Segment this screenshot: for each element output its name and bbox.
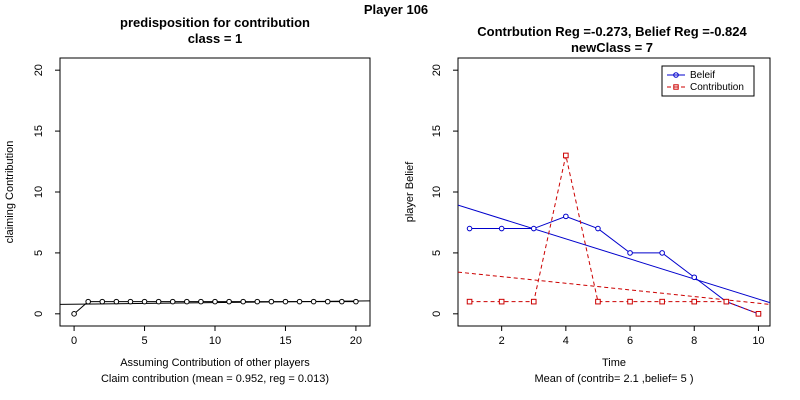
left-data-point [324,298,331,305]
legend-beleif-label: Beleif [690,70,715,81]
left-plot-clip-group [60,298,370,317]
left-data-point [226,298,232,305]
left-x-tick-label: 15 [279,335,291,347]
right-contribution-point [659,298,665,305]
right-contribution-point [530,298,537,305]
right-x-axis-label: Time [602,357,626,369]
right-contribution-point [466,298,473,305]
left-y-tick-label: 10 [33,186,45,198]
left-subcaption: Claim contribution (mean = 0.952, reg = … [101,373,329,385]
right-beleif-point [563,213,569,220]
left-y-tick-label: 5 [33,250,45,256]
legend-contribution-label: Contribution [690,82,744,93]
left-x-axis-label: Assuming Contribution of other players [120,357,310,369]
left-chart-marks: 0 5 10 15 20 0 5 10 15 20 [33,64,370,347]
right-contribution-point [627,298,633,305]
left-chart-title-line1: predisposition for contribution [120,15,310,30]
right-plot-clip-group [458,152,770,317]
right-y-tick-label: 15 [431,125,443,137]
right-beleif-point [627,250,633,256]
left-data-point [155,298,162,305]
right-beleif-point [691,274,698,281]
right-beleif-point [498,225,505,232]
left-data-point [85,298,91,305]
right-y-tick-label: 5 [431,250,443,256]
left-data-point [339,298,345,305]
legend-beleif-marker [673,72,679,78]
left-data-point [212,298,218,305]
right-beleif-series-line [469,215,759,315]
right-beleif-point [595,225,601,232]
left-plot-area [59,57,371,327]
left-data-point [71,311,77,317]
right-chart-title-line1: Contrbution Reg =-0.273, Belief Reg =-0.… [477,24,747,39]
right-chart: Contrbution Reg =-0.273, Belief Reg =-0.… [404,24,771,385]
right-beleif-regression-line [458,204,770,304]
left-data-point [184,298,190,305]
right-contribution-point [691,298,698,305]
left-y-tick-label: 20 [33,64,45,76]
left-data-point [198,298,204,305]
legend: Beleif Contribution [661,65,755,97]
left-data-point [141,298,148,305]
right-contribution-series-line [469,155,759,315]
left-data-point [127,298,134,305]
right-y-tick-label: 10 [431,186,443,198]
left-y-tick-label: 0 [33,311,45,317]
left-data-point [254,298,261,305]
right-x-tick-label: 6 [627,335,633,347]
right-y-tick-label: 20 [431,64,443,76]
left-data-point [113,298,120,305]
left-chart: predisposition for contribution class = … [4,15,371,385]
right-y-axis-label: player Belief [404,161,416,222]
right-plot-area [457,57,771,327]
left-data-point [240,298,246,305]
left-data-point [353,298,359,305]
legend-contribution-marker [673,84,679,90]
right-chart-title-line2: newClass = 7 [571,40,653,55]
left-x-tick-label: 0 [71,335,77,347]
right-contribution-point [595,298,601,305]
left-y-tick-label: 15 [33,125,45,137]
left-chart-title-line2: class = 1 [188,31,243,46]
left-data-point [310,298,317,305]
left-x-tick-label: 20 [350,335,362,347]
left-data-point [296,298,303,305]
left-data-point [99,298,106,305]
right-x-tick-label: 10 [752,335,764,347]
right-contribution-regression-line [458,271,770,305]
right-beleif-point [466,225,473,232]
left-data-point [268,298,275,305]
left-x-tick-label: 5 [141,335,147,347]
right-contribution-point [563,152,569,159]
left-data-point [169,298,176,305]
right-chart-marks: 2 4 6 8 10 0 5 10 15 20 [431,64,770,347]
left-x-tick-label: 10 [209,335,221,347]
right-beleif-point [659,250,665,256]
right-y-tick-label: 0 [431,311,443,317]
right-contribution-point [498,298,505,305]
right-beleif-point [530,225,537,232]
left-data-point [282,298,289,305]
right-contribution-point [755,311,762,317]
figure-title: Player 106 [364,2,428,17]
legend-box [661,65,755,97]
right-x-tick-label: 2 [499,335,505,347]
right-contribution-point [723,298,730,305]
right-x-tick-label: 4 [563,335,569,347]
right-subcaption: Mean of (contrib= 2.1 ,belief= 5 ) [535,373,694,385]
left-y-axis-label: claiming Contribution [4,141,16,244]
right-x-tick-label: 8 [691,335,697,347]
